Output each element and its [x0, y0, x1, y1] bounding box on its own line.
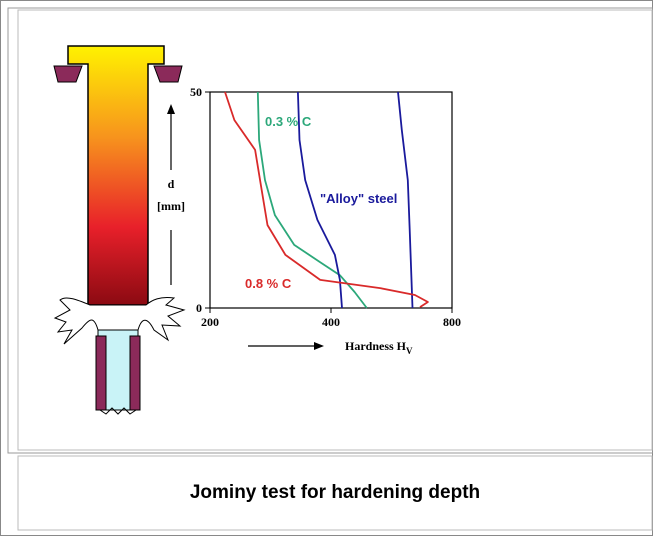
x-axis-label: Hardness HV — [345, 339, 413, 356]
y-tick-label: 50 — [190, 85, 202, 99]
series-label: "Alloy" steel — [320, 191, 397, 206]
y-tick-label: 0 — [196, 301, 202, 315]
x-tick-label: 200 — [201, 315, 219, 329]
series-label: 0.3 % C — [265, 114, 312, 129]
x-tick-label: 400 — [322, 315, 340, 329]
series-line — [224, 91, 429, 308]
outer-panel — [7, 7, 653, 454]
y-axis-label: [mm] — [157, 199, 185, 213]
series-line — [256, 91, 368, 309]
y-axis-label: d — [168, 177, 175, 191]
series-line — [297, 91, 414, 309]
axis-arrows — [167, 104, 324, 350]
x-axis-label-sub: V — [406, 346, 413, 356]
x-axis-label-main: Hardness H — [345, 339, 407, 353]
x-tick-label: 800 — [443, 315, 461, 329]
figure-panel — [17, 9, 653, 451]
specimen-illustration — [53, 45, 186, 415]
caption: Jominy test for hardening depth — [190, 482, 480, 503]
caption-panel — [17, 455, 653, 531]
series-label: 0.8 % C — [245, 276, 292, 291]
